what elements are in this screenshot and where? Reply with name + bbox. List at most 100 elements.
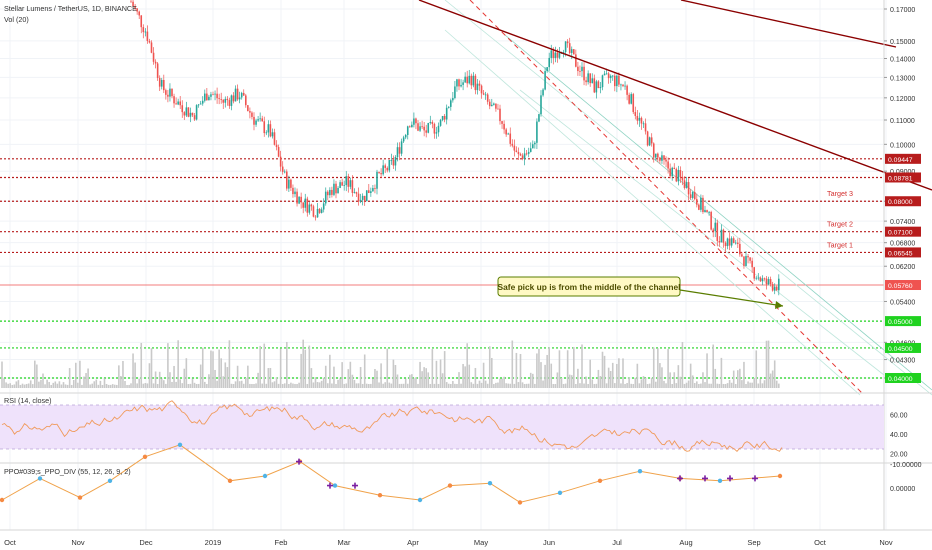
candle-body xyxy=(134,6,136,9)
volume-bar xyxy=(333,366,335,388)
candle-body xyxy=(757,277,760,279)
volume-bar xyxy=(741,380,743,388)
annotation-callout[interactable]: Safe pick up is from the middle of the c… xyxy=(497,276,784,309)
candle-body xyxy=(163,79,165,91)
candle-body xyxy=(696,199,698,205)
volume-bar xyxy=(474,367,477,388)
volume-bar xyxy=(532,373,534,388)
candle-body xyxy=(279,156,282,167)
price-tick-label: 0.17000 xyxy=(890,7,915,14)
volume-bar xyxy=(657,348,659,388)
candle-body xyxy=(761,278,764,282)
candle-body xyxy=(224,98,227,103)
candle-body xyxy=(431,122,434,124)
candle-body xyxy=(400,141,403,154)
volume-bar xyxy=(394,365,397,388)
volume-bar xyxy=(484,380,487,388)
candle-body xyxy=(173,96,175,104)
ppo-cross-marker xyxy=(702,475,708,482)
time-tick-label: May xyxy=(474,538,488,547)
volume-bar xyxy=(347,369,350,388)
candle-body xyxy=(657,153,659,158)
volume-bar xyxy=(462,363,464,388)
price-pane[interactable]: Target 3 Target 2 Target 1 Safe pick up is… xyxy=(0,0,932,396)
volume-bar xyxy=(251,383,253,388)
candle-body xyxy=(339,182,341,188)
candle-body xyxy=(556,52,559,58)
volume-bar xyxy=(273,381,276,388)
volume-bar xyxy=(560,378,563,388)
volume-bar xyxy=(497,382,499,388)
candle-body xyxy=(316,208,319,218)
volume-bar xyxy=(216,380,218,388)
candle-body xyxy=(724,242,727,247)
candle-body xyxy=(501,121,503,124)
volume-bar xyxy=(167,343,169,388)
candle-body xyxy=(570,49,573,53)
volume-bar xyxy=(765,340,768,388)
volume-bar xyxy=(595,383,598,388)
volume-bar xyxy=(93,381,96,388)
price-tick-label: 0.07400 xyxy=(890,219,915,226)
price-axis[interactable]: 0.17000 0.15000 0.14000 0.13000 0.12000 0.110… xyxy=(0,0,932,530)
time-tick-label: Sep xyxy=(747,538,760,547)
candle-body xyxy=(210,94,212,97)
volume-bar xyxy=(70,384,73,388)
ppo-marker xyxy=(557,490,563,495)
candle-body xyxy=(247,105,249,112)
candle-body xyxy=(593,78,596,93)
level-tag-label: 0.08000 xyxy=(888,199,913,206)
rsi-pane[interactable]: RSI (14, close) xyxy=(0,396,884,452)
candle-body xyxy=(257,119,259,121)
volume-bar xyxy=(734,383,737,388)
candle-body xyxy=(659,157,661,161)
volume-bar xyxy=(493,383,495,388)
volume-bar xyxy=(312,382,315,388)
candle-body xyxy=(534,142,536,145)
volume-bar xyxy=(224,362,227,388)
volume-bar xyxy=(599,376,602,388)
volume-bar xyxy=(210,350,212,388)
volume-bar xyxy=(507,383,509,388)
volume-bar xyxy=(212,351,214,388)
volume-bar xyxy=(197,383,200,388)
volume-bars xyxy=(1,339,780,388)
candle-body xyxy=(363,195,366,202)
volume-bar xyxy=(15,381,18,388)
volume-bar xyxy=(42,373,44,388)
candle-body xyxy=(488,101,491,107)
time-tick-label: Apr xyxy=(407,538,419,547)
candle-body xyxy=(458,79,460,87)
candle-body xyxy=(156,63,159,78)
volume-bar xyxy=(552,383,555,388)
candle-body xyxy=(714,222,717,232)
volume-bar xyxy=(160,378,163,388)
candle-body xyxy=(548,57,550,68)
volume-bar xyxy=(417,383,419,388)
trendlines[interactable] xyxy=(418,0,932,191)
volume-bar xyxy=(66,384,69,388)
volume-bar xyxy=(275,377,278,388)
candle-body xyxy=(409,126,411,128)
candle-body xyxy=(741,254,743,257)
time-axis[interactable]: Oct Nov Dec 2019 Feb Mar Apr May Jun Jul Aug Sep Oct… xyxy=(0,529,932,547)
ppo-marker xyxy=(227,478,233,483)
volume-bar xyxy=(308,345,311,388)
time-tick-label: Mar xyxy=(338,538,351,547)
volume-bar xyxy=(292,383,294,388)
candle-body xyxy=(427,122,430,133)
candle-body xyxy=(499,108,501,122)
volume-bar xyxy=(509,383,512,388)
candle-body xyxy=(540,95,542,115)
volume-bar xyxy=(288,383,290,388)
volume-bar xyxy=(77,382,79,388)
volume-bar xyxy=(630,383,632,388)
candle-body xyxy=(154,61,157,64)
volume-bar xyxy=(763,380,766,388)
candle-body xyxy=(587,73,589,83)
volume-bar xyxy=(242,383,245,388)
volume-bar xyxy=(698,383,700,388)
volume-bar xyxy=(568,374,571,388)
ppo-pane[interactable]: PPO#039;s_PPO_DIV (55, 12, 26, 9, 2) xyxy=(0,442,783,505)
